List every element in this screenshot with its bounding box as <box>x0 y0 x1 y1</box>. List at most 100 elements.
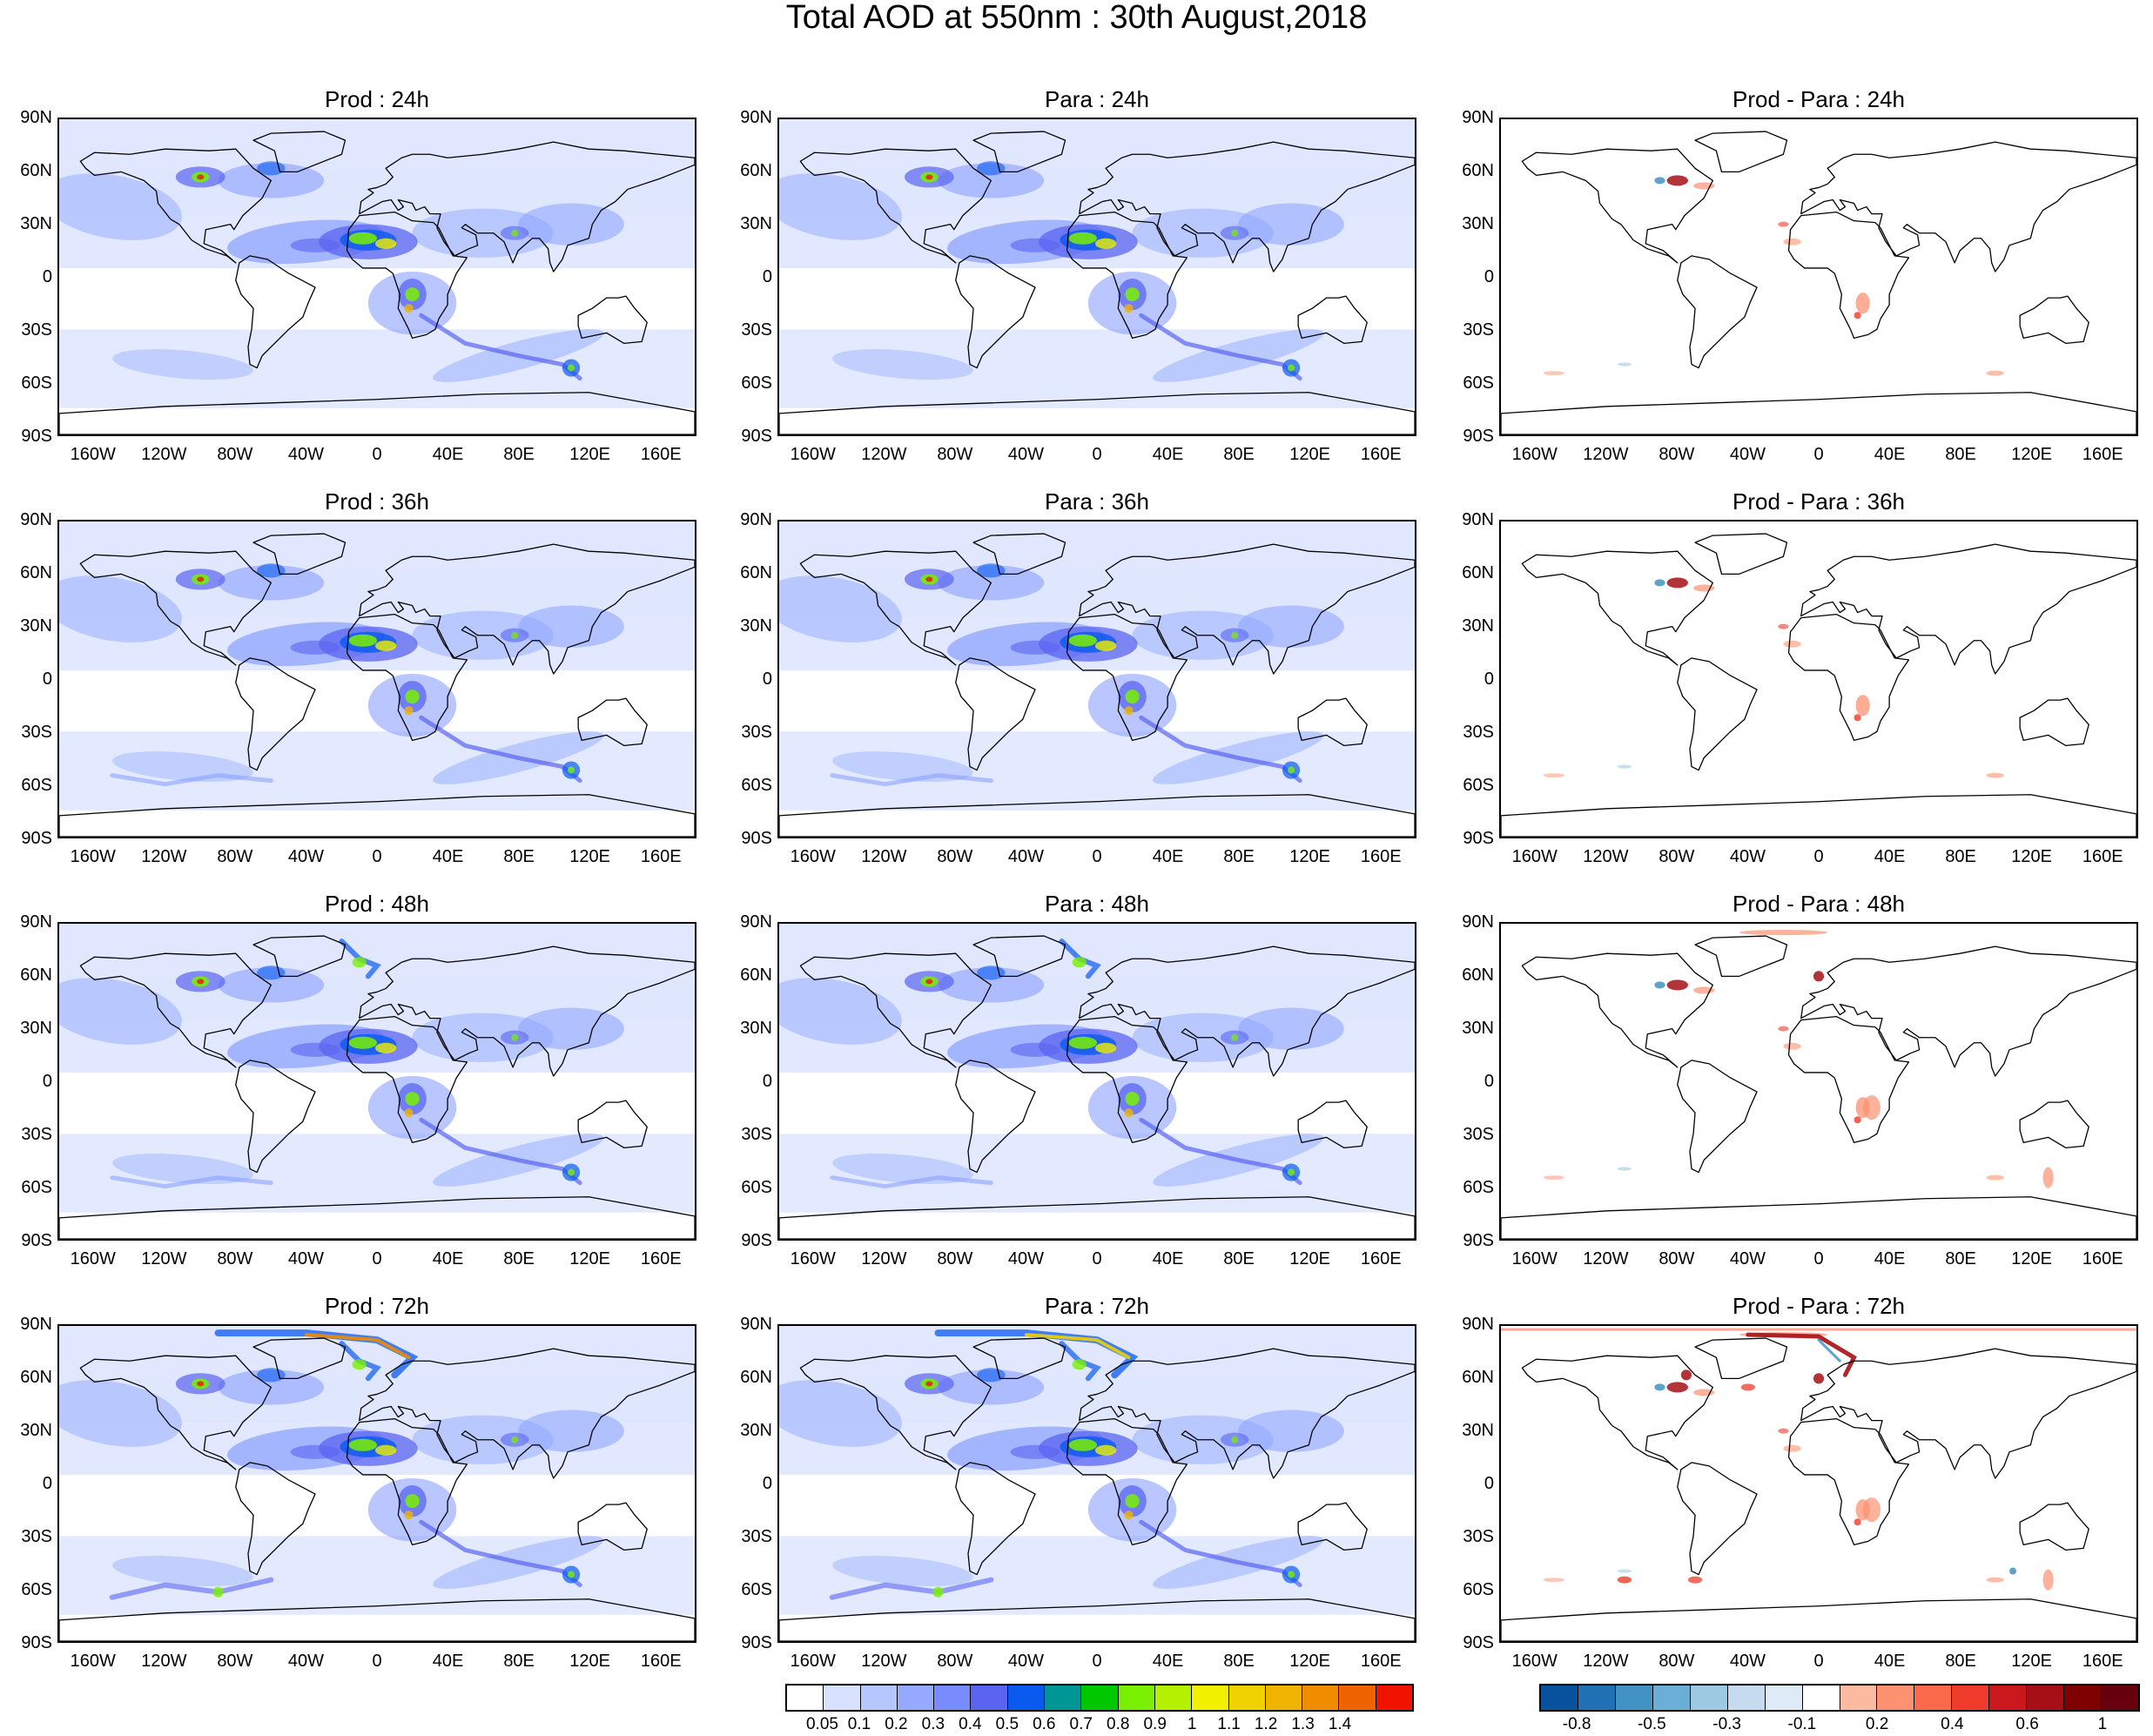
map-plot-area <box>1499 118 2138 436</box>
lat-tick-label: 90N <box>20 108 52 127</box>
lat-tick-label: 30N <box>740 214 772 233</box>
lon-tick-label: 80E <box>1945 847 1976 866</box>
colorbar-label: 0.1 <box>847 1715 871 1733</box>
lon-tick-label: 40W <box>1729 1249 1766 1268</box>
lon-tick-label: 40W <box>1729 445 1766 464</box>
lon-tick-label: 40E <box>432 847 464 866</box>
colorbar-swatch <box>1877 1686 1915 1710</box>
colorbar-label: -0.5 <box>1638 1715 1666 1733</box>
lon-tick-label: 120E <box>1289 1652 1331 1671</box>
lon-tick-label: 40E <box>1152 847 1184 866</box>
panel-title: Para : 36h <box>1045 488 1149 515</box>
colorbar-swatch <box>2064 1686 2103 1710</box>
lon-tick-label: 40W <box>1007 445 1044 464</box>
lon-tick-label: 120W <box>141 1652 187 1671</box>
colorbar-swatch <box>1765 1686 1803 1710</box>
lat-tick-label: 60N <box>20 966 52 985</box>
lon-tick-label: 160E <box>2082 847 2123 866</box>
lon-tick-label: 80E <box>1223 1249 1255 1268</box>
lon-tick-label: 160E <box>2082 1652 2123 1671</box>
lat-tick-label: 90S <box>741 1231 772 1250</box>
lat-tick-label: 60S <box>21 776 52 795</box>
lon-tick-label: 160E <box>1360 1652 1402 1671</box>
colorbar-swatch <box>2102 1686 2138 1710</box>
colorbar-swatch <box>1652 1686 1691 1710</box>
lon-tick-label: 80E <box>503 847 535 866</box>
lon-tick-label: 0 <box>1092 1249 1102 1268</box>
lon-tick-label: 160E <box>1360 847 1402 866</box>
colorbar-swatch <box>824 1686 861 1710</box>
lon-tick-label: 40E <box>432 1249 464 1268</box>
lon-tick-label: 160E <box>2082 445 2123 464</box>
lat-tick-label: 90S <box>741 1633 772 1652</box>
lat-tick-label: 60N <box>740 966 772 985</box>
lon-tick-label: 40E <box>1152 445 1184 464</box>
lon-tick-label: 80E <box>1223 1652 1255 1671</box>
colorbar-label: 1.3 <box>1291 1715 1315 1733</box>
lon-tick-label: 0 <box>372 1249 382 1268</box>
aod-field <box>1501 930 2136 1239</box>
colorbar-swatch <box>934 1686 972 1710</box>
aod-field <box>59 924 695 1239</box>
colorbar-label: 0.2 <box>1865 1715 1889 1733</box>
lon-tick-label: 80W <box>937 1652 973 1671</box>
lat-tick-label: 0 <box>1484 1072 1494 1091</box>
lat-tick-label: 90S <box>741 829 772 848</box>
lon-tick-label: 120W <box>141 445 187 464</box>
lon-tick-label: 160W <box>70 1652 116 1671</box>
lon-tick-label: 40W <box>287 847 324 866</box>
aod-field <box>779 924 1415 1239</box>
lon-tick-label: 80W <box>217 1249 253 1268</box>
lon-tick-label: 160W <box>1511 1249 1558 1268</box>
lat-tick-label: 90S <box>21 1231 52 1250</box>
lat-tick-label: 90N <box>20 510 52 529</box>
aod-field <box>1501 131 2136 434</box>
map-plot-area <box>1499 1324 2138 1643</box>
lat-tick-label: 90N <box>740 510 772 529</box>
colorbar-label: 1 <box>2097 1715 2108 1733</box>
lon-tick-label: 0 <box>1092 847 1102 866</box>
colorbar-label: 0.05 <box>805 1715 838 1733</box>
lat-tick-label: 90N <box>20 912 52 932</box>
aod-field <box>779 521 1415 837</box>
lon-tick-label: 120E <box>1289 1249 1331 1268</box>
lat-tick-label: 30S <box>1463 1125 1494 1144</box>
lon-tick-label: 80W <box>937 445 973 464</box>
colorbar-label: 0.5 <box>995 1715 1019 1733</box>
panel-title: Para : 72h <box>1045 1293 1149 1319</box>
lat-tick-label: 0 <box>762 267 772 286</box>
lon-tick-label: 80E <box>503 445 535 464</box>
map-plot-area <box>57 1324 696 1643</box>
lon-tick-label: 0 <box>372 1652 382 1671</box>
lon-tick-label: 160W <box>1511 1652 1558 1671</box>
lon-tick-label: 120W <box>141 847 187 866</box>
aod-field <box>59 521 695 837</box>
lat-tick-label: 60N <box>1462 1368 1494 1387</box>
lat-tick-label: 60S <box>741 373 772 393</box>
lon-tick-label: 80E <box>1945 1652 1976 1671</box>
lat-tick-label: 90S <box>21 829 52 848</box>
lon-tick-label: 120E <box>569 1652 611 1671</box>
colorbar-swatch <box>1615 1686 1653 1710</box>
lat-tick-label: 60N <box>740 1368 772 1387</box>
lon-tick-label: 120W <box>861 847 907 866</box>
diff-colorbar-swatches <box>1539 1684 2140 1712</box>
colorbar-label: -0.8 <box>1562 1715 1591 1733</box>
lat-tick-label: 60N <box>1462 161 1494 180</box>
lon-tick-label: 0 <box>1813 445 1824 464</box>
lat-tick-label: 0 <box>1484 670 1494 689</box>
map-plot-area <box>777 922 1416 1241</box>
lat-tick-label: 30S <box>21 1527 52 1546</box>
lat-tick-label: 60S <box>21 1178 52 1197</box>
colorbar-swatch <box>2027 1686 2065 1710</box>
colorbar-label: 0.2 <box>885 1715 908 1733</box>
lon-tick-label: 80W <box>217 1652 253 1671</box>
lat-tick-label: 90S <box>21 1633 52 1652</box>
map-plot-area <box>1499 922 2138 1241</box>
lat-tick-label: 0 <box>42 1072 52 1091</box>
colorbar-label: 0.8 <box>1107 1715 1130 1733</box>
lon-tick-label: 80W <box>1658 445 1695 464</box>
lon-tick-label: 120E <box>2011 445 2053 464</box>
lon-tick-label: 160W <box>70 1249 116 1268</box>
lon-tick-label: 120W <box>1583 445 1629 464</box>
